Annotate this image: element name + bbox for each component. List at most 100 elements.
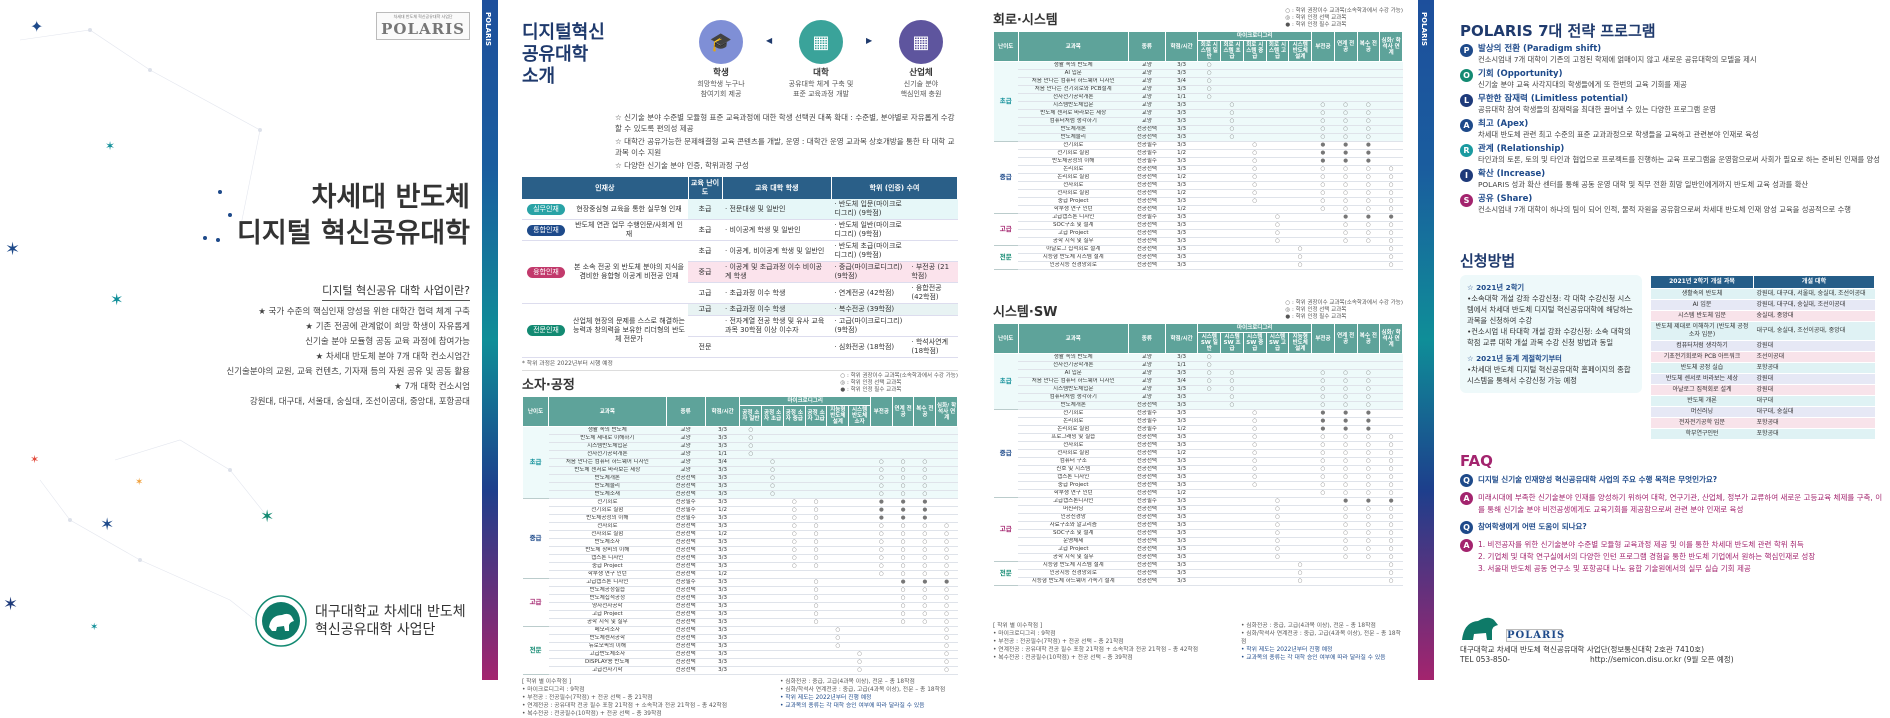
mark-cell: [1243, 385, 1267, 394]
course-type: 전공선택: [666, 538, 706, 547]
column-header: 심화/ 학석사 연계: [1379, 323, 1403, 354]
course-credit: 3/3: [1165, 481, 1198, 490]
mark-cell: [783, 626, 806, 635]
mark-cell: [848, 642, 871, 651]
course-type: 전공필수: [666, 578, 706, 587]
mark-cell: [913, 450, 936, 459]
mark-cell: [1357, 93, 1380, 102]
mark-cell: ○: [1334, 369, 1357, 378]
mark-cell: [783, 458, 806, 467]
mark-cell: ○: [935, 562, 958, 571]
mark-cell: ●: [892, 578, 914, 587]
mark-cell: ○: [1334, 133, 1357, 142]
table-row: 전문 지능형 반도체 시스템 설계 전공선택 3/3 ○ ○: [993, 561, 1403, 586]
mark-cell: [1243, 553, 1267, 562]
mark-cell: [870, 610, 893, 619]
mark-cell: [1379, 361, 1403, 370]
mark-cell: [1197, 197, 1221, 206]
course-name: 컴퓨터처럼 생각하기: [1018, 393, 1129, 402]
mark-cell: [1243, 505, 1267, 514]
mark-cell: [1288, 189, 1312, 198]
course-name: 반도체센서공학: [548, 634, 667, 643]
mark-cell: [1379, 85, 1403, 94]
mark-cell: ○: [805, 562, 827, 571]
mark-cell: [1288, 117, 1312, 126]
mark-cell: [1266, 409, 1289, 418]
mark-cell: [870, 626, 893, 635]
mark-cell: ○: [913, 490, 936, 499]
table-row: AI 입문 교양 3/3 ○ ○ ○ ○ ○: [994, 369, 1403, 378]
course-type: 전공선택: [1128, 553, 1166, 562]
mark-cell: [1266, 61, 1289, 70]
micro-column-header: 시스템 반도체 소자: [848, 405, 871, 427]
mark-cell: [739, 498, 762, 507]
course-name: 반도체물리: [548, 482, 667, 491]
course-type: 교양: [666, 450, 706, 459]
mark-cell: ○: [826, 626, 849, 635]
mark-cell: [1288, 237, 1312, 246]
mark-cell: [913, 642, 936, 651]
mark-cell: ○: [1357, 401, 1380, 410]
mark-cell: [1197, 101, 1221, 110]
course-type: 전공선택: [1128, 529, 1166, 538]
mark-cell: ○: [1220, 125, 1244, 134]
table-row: 고급 고급캡스톤디자인 전공필수 3/3 ○ ● ● ●: [993, 497, 1403, 562]
table-row: 아날로그 집적회로 설계 강원대: [1650, 384, 1875, 396]
footer-url[interactable]: http://semicon.disu.or.kr (9월 오픈 예정): [1589, 655, 1734, 664]
course-type: 전공선택: [1128, 173, 1166, 182]
mark-cell: [1197, 245, 1221, 254]
mark-cell: [913, 650, 936, 659]
mark-cell: [1266, 369, 1289, 378]
mark-cell: [1357, 353, 1380, 362]
stakeholder-name: 대학: [813, 68, 829, 78]
mark-cell: ○: [1357, 505, 1380, 514]
column-header: 교과목: [1017, 323, 1129, 354]
eligible-students: [722, 336, 832, 358]
course-name: 처음 만나는 컴퓨터 하드웨어 디자인: [548, 458, 667, 467]
mark-cell: [1334, 261, 1357, 270]
mark-cell: [1288, 513, 1312, 522]
mark-cell: ○: [1220, 393, 1244, 402]
course-name: 논리회로: [1018, 165, 1129, 174]
mark-cell: ○: [1357, 433, 1380, 442]
mark-cell: ○: [1379, 449, 1403, 458]
course-type: 전공선택: [666, 530, 706, 539]
table-row: 전자회로 실험 전공선택 1/2 ○ ○ ○ ○ ○: [994, 189, 1403, 198]
mark-cell: [826, 458, 849, 467]
talent-badge-cell: 실무인재: [522, 199, 570, 220]
strategy-text: 공유 (Share) 컨소시엄내 7개 대학이 하나의 팀이 되어 인적, 물적 …: [1478, 194, 1851, 215]
talent-description: 산업체 현장의 문제를 스스로 해결하는 능력과 창의력을 보유한 리더형의 반…: [570, 303, 688, 358]
mark-cell: ●: [892, 506, 914, 515]
mark-cell: ○: [1334, 465, 1357, 474]
mark-cell: [739, 490, 762, 499]
micro-column-header: 시스템 SW 중급: [1242, 332, 1267, 354]
mark-cell: [761, 626, 784, 635]
mark-cell: [783, 666, 806, 675]
mark-cell: ●: [913, 578, 936, 587]
mark-cell: ○: [1357, 529, 1380, 538]
strategy-item-title: 무한한 잠재력 (Limitless potential): [1478, 94, 1628, 104]
course-credit: 1/2: [1165, 205, 1198, 214]
mark-cell: ○: [1243, 433, 1267, 442]
universities: 강원대: [1753, 373, 1875, 385]
mark-cell: ○: [1357, 553, 1380, 562]
course-credit: 3/3: [705, 658, 740, 667]
table-row: 뉴로모픽의 이해 전공선택 3/3 ○ ○: [523, 642, 958, 651]
course-name: 전자회로 실험: [548, 530, 667, 539]
mark-cell: [1243, 361, 1267, 370]
mark-cell: [805, 666, 827, 675]
course-credit: 3/3: [1165, 553, 1198, 562]
legend-item: ◎ : 학위 인정 선택 교과목: [1285, 15, 1347, 21]
mark-cell: [1220, 181, 1244, 190]
mark-cell: [913, 626, 936, 635]
mark-cell: ○: [1357, 133, 1380, 142]
header-row: 인재상 교육 난이도 교육 대학 학생 학위 (인증) 수여: [522, 177, 959, 199]
mark-cell: ●: [1379, 497, 1403, 506]
mark-cell: [783, 586, 806, 595]
mark-cell: ○: [1334, 237, 1357, 246]
course-type: 전공선택: [666, 666, 706, 675]
mark-cell: [1311, 237, 1335, 246]
mark-cell: ○: [1197, 69, 1221, 78]
mark-cell: ○: [892, 522, 914, 531]
course-name: 머신러닝: [1650, 406, 1754, 418]
